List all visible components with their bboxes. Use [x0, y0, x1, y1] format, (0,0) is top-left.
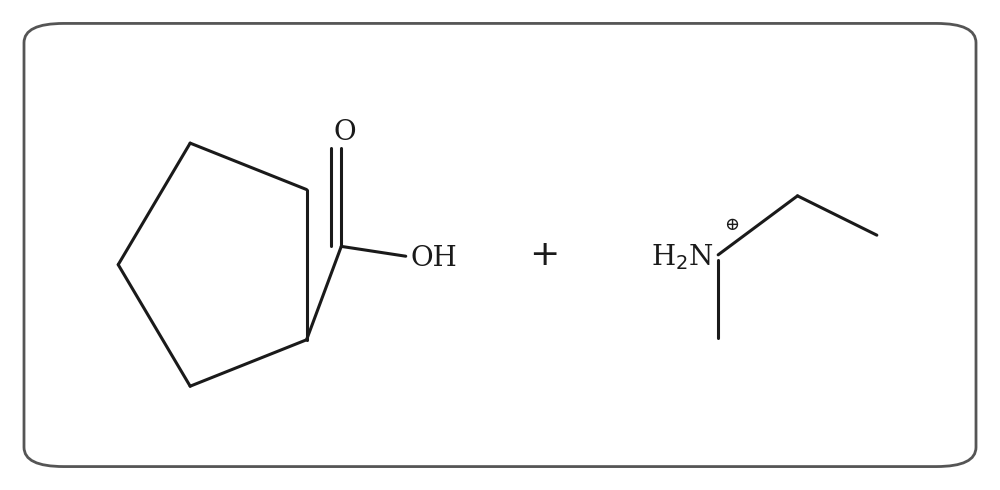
Text: O: O [334, 119, 357, 146]
Text: H$_2$N: H$_2$N [651, 242, 714, 271]
Text: ⊕: ⊕ [724, 217, 740, 234]
Text: OH: OH [410, 245, 457, 271]
FancyBboxPatch shape [24, 24, 976, 466]
Text: +: + [529, 238, 560, 272]
